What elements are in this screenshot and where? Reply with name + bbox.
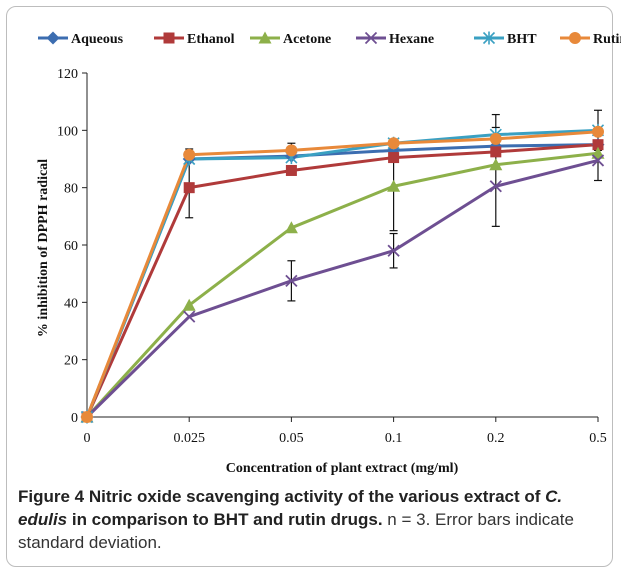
y-tick-label: 60 — [64, 239, 78, 254]
legend-item-aqueous: Aqueous — [38, 31, 124, 47]
data-point-rutin — [387, 137, 400, 150]
data-point-hexane — [285, 274, 298, 287]
legend-label-acetone: Acetone — [283, 32, 331, 47]
data-point-acetone — [489, 158, 503, 171]
series-line-bht — [85, 128, 599, 418]
data-point-hexane — [183, 310, 196, 323]
chart-legend: Aqueous Ethanol Acetone Hexane BHT Rutin — [38, 31, 621, 47]
data-point-rutin — [81, 411, 93, 423]
figure-frame — [6, 6, 613, 567]
data-point-rutin — [489, 132, 502, 145]
x-axis-label: Concentration of plant extract (mg/ml) — [226, 461, 459, 476]
y-axis-label: % inhibition of DPPH radical — [36, 159, 51, 337]
series-line-ethanol — [85, 143, 599, 418]
legend-marker-acetone — [258, 31, 272, 44]
legend-label-rutin: Rutin — [593, 32, 621, 47]
legend-item-rutin: Rutin — [560, 32, 621, 47]
data-point-rutin — [592, 125, 604, 138]
x-tick-label: 0.2 — [487, 431, 505, 446]
x-tick-label: 0.1 — [385, 431, 403, 446]
caption-note: n = 3. Error bars indicate standard devi… — [18, 510, 574, 552]
chart-axes: 0 20 40 60 80 100 120 0 0.025 0.05 0.1 0.2 0.5 — [57, 67, 607, 446]
y-tick-label: 80 — [64, 182, 78, 197]
x-tick-label: 0.5 — [589, 431, 607, 446]
legend-item-ethanol: Ethanol — [154, 32, 235, 47]
data-point-hexane — [489, 180, 502, 193]
data-point-hexane — [387, 244, 400, 257]
caption-title: Figure 4 Nitric oxide scavenging activit… — [18, 487, 546, 506]
series-markers — [80, 123, 605, 424]
data-point-acetone — [284, 221, 298, 234]
legend-marker-rutin — [569, 32, 581, 44]
series-line-acetone — [85, 151, 599, 419]
caption-species: C. edulis — [18, 487, 563, 529]
x-tick-label: 0.05 — [279, 431, 304, 446]
x-tick-label: 0 — [84, 431, 91, 446]
data-point-ethanol — [285, 164, 297, 176]
legend-label-bht: BHT — [507, 32, 537, 47]
data-point-ethanol — [388, 152, 400, 164]
data-point-hexane — [591, 154, 605, 167]
data-point-ethanol — [490, 146, 502, 158]
series-line-rutin — [85, 130, 599, 418]
legend-item-bht: BHT — [474, 31, 537, 47]
x-tick-label: 0.025 — [173, 431, 205, 446]
y-tick-label: 0 — [71, 411, 78, 426]
legend-item-acetone: Acetone — [250, 31, 331, 47]
legend-item-hexane: Hexane — [356, 31, 434, 47]
legend-marker-hexane — [364, 31, 378, 45]
series-line-aqueous — [85, 143, 599, 418]
data-point-ethanol — [592, 139, 604, 151]
data-point-acetone — [591, 146, 605, 159]
line-chart: Aqueous Ethanol Acetone Hexane BHT Rutin 0 20 4… — [36, 31, 621, 476]
legend-marker-aqueous — [46, 31, 60, 45]
y-tick-label: 20 — [64, 354, 78, 369]
y-tick-label: 120 — [57, 67, 78, 82]
legend-label-aqueous: Aqueous — [71, 32, 124, 47]
y-tick-label: 100 — [57, 124, 78, 139]
series-line-hexane — [85, 158, 599, 419]
data-point-ethanol — [183, 182, 195, 194]
data-point-acetone — [182, 298, 196, 311]
data-point-rutin — [285, 144, 298, 157]
figure-caption: Figure 4 Nitric oxide scavenging activit… — [18, 485, 610, 554]
legend-label-ethanol: Ethanol — [187, 32, 235, 47]
data-point-acetone — [387, 179, 401, 192]
y-tick-label: 40 — [64, 296, 78, 311]
data-point-rutin — [183, 148, 196, 161]
legend-marker-ethanol — [163, 32, 175, 44]
legend-marker-bht — [482, 31, 496, 45]
series-lines — [85, 128, 599, 419]
caption-title-end: in comparison to BHT and rutin drugs. — [67, 510, 383, 529]
legend-label-hexane: Hexane — [389, 32, 434, 47]
